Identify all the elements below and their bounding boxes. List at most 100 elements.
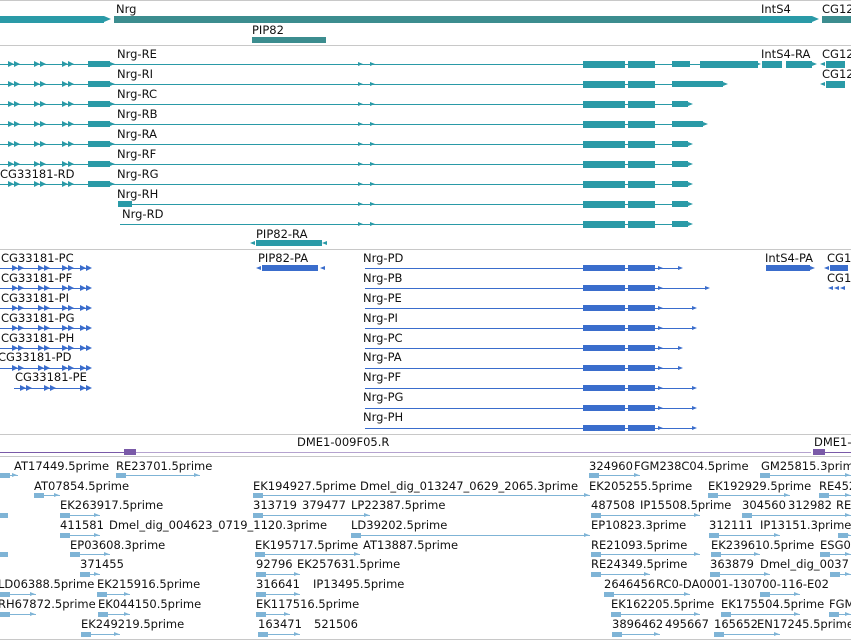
est-line[interactable] (0, 594, 36, 595)
est-line[interactable] (34, 495, 60, 496)
est-label[interactable]: 312111 (709, 518, 753, 532)
est-line[interactable] (708, 495, 790, 496)
est-block[interactable] (721, 611, 731, 617)
est-line[interactable] (60, 515, 100, 516)
exon-block[interactable] (628, 405, 655, 411)
protein-label[interactable]: CG33181-PI (1, 291, 70, 305)
est-block[interactable] (256, 611, 266, 617)
est-block[interactable] (830, 571, 840, 577)
exon-block[interactable] (672, 221, 688, 227)
est-label[interactable]: FGM (829, 597, 851, 611)
est-label[interactable]: EN17245.5prime (757, 617, 851, 631)
est-label[interactable]: RE21093.5prime (591, 538, 688, 552)
exon-block[interactable] (672, 61, 690, 67)
est-label[interactable]: EK175504.5prime (721, 597, 825, 611)
est-block[interactable] (742, 512, 752, 518)
exon-block[interactable] (700, 60, 758, 68)
est-block[interactable] (256, 571, 266, 577)
est-block[interactable] (258, 631, 268, 637)
protein-label[interactable]: CG33181-PD (0, 350, 72, 364)
est-line[interactable] (709, 535, 780, 536)
exon-block[interactable] (628, 325, 655, 331)
dme-feature-block[interactable] (813, 449, 825, 455)
exon-block[interactable] (583, 200, 625, 208)
est-label[interactable]: 411581 (60, 518, 104, 532)
exon-block[interactable] (583, 365, 625, 371)
exon-block[interactable] (583, 405, 625, 411)
transcript-intron[interactable] (0, 184, 688, 185)
gene-label[interactable]: CG12 (822, 2, 851, 16)
exon-block[interactable] (583, 180, 625, 188)
est-label[interactable]: Dmel_dig_004623_0719_1120.3prime (109, 518, 328, 532)
exon-block[interactable] (628, 100, 655, 108)
est-block[interactable] (760, 472, 770, 478)
transcript-label[interactable]: Nrg-RF (117, 147, 157, 161)
exon-block[interactable] (628, 285, 655, 291)
est-label[interactable]: 379477 (302, 498, 346, 512)
est-label[interactable]: 495667 (665, 617, 709, 631)
exon-block[interactable] (583, 385, 625, 391)
protein-label[interactable]: Nrg-PE (363, 291, 402, 305)
est-line[interactable] (591, 515, 700, 516)
est-block[interactable] (0, 591, 10, 597)
est-label[interactable]: 521506 (314, 617, 358, 631)
est-label[interactable]: 312982 (788, 498, 832, 512)
dme-label[interactable]: DME1- (814, 435, 851, 449)
exon-block[interactable] (583, 120, 625, 128)
exon-block[interactable] (88, 141, 110, 147)
est-line[interactable] (70, 554, 110, 555)
est-line[interactable] (81, 634, 120, 635)
exon-block[interactable] (672, 161, 688, 167)
exon-block[interactable] (762, 60, 782, 68)
est-line[interactable] (0, 614, 36, 615)
exon-block[interactable] (118, 201, 132, 207)
exon-block[interactable] (583, 220, 625, 228)
protein-label[interactable]: Nrg-PI (363, 311, 398, 325)
est-line[interactable] (711, 554, 760, 555)
est-line[interactable] (591, 574, 650, 575)
est-label[interactable]: EK194927.5prime (253, 479, 357, 493)
protein-label[interactable]: CG1 (827, 271, 851, 285)
transcript-label[interactable]: Nrg-RA (117, 127, 157, 141)
transcript-label[interactable]: Nrg-RH (117, 187, 159, 201)
est-line[interactable] (819, 495, 851, 496)
est-label[interactable]: EK215916.5prime (97, 577, 201, 591)
est-label[interactable]: 487508 (591, 498, 635, 512)
est-block[interactable] (829, 611, 839, 617)
est-label[interactable]: EK249219.5prime (81, 617, 185, 631)
est-label[interactable]: EK117516.5prime (256, 597, 360, 611)
est-label[interactable]: RE24349.5prime (591, 557, 688, 571)
protein-label[interactable]: Nrg-PG (363, 390, 404, 404)
est-label[interactable]: 165652 (714, 617, 758, 631)
est-line[interactable] (604, 594, 690, 595)
dme-feature-line[interactable] (136, 452, 811, 453)
transcript-label[interactable]: Nrg-RC (117, 87, 158, 101)
dme-feature-block[interactable] (124, 449, 136, 455)
est-label[interactable]: 163471 (258, 617, 302, 631)
est-line[interactable] (591, 554, 700, 555)
transcript-label[interactable]: Nrg-RD (122, 207, 164, 221)
est-label[interactable]: RE (836, 498, 851, 512)
est-block[interactable] (116, 472, 126, 478)
protein-intron[interactable] (365, 288, 705, 289)
est-block[interactable] (60, 532, 70, 538)
est-label[interactable]: ESG0 (820, 538, 851, 552)
protein-label[interactable]: CG33181-PH (1, 331, 75, 345)
est-label[interactable]: RH67872.5prime (0, 597, 96, 611)
protein-intron[interactable] (365, 308, 692, 309)
protein-intron[interactable] (365, 328, 692, 329)
transcript-intron[interactable] (120, 224, 688, 225)
est-line[interactable] (60, 535, 100, 536)
est-label[interactable]: 363879 (710, 557, 754, 571)
est-block[interactable] (838, 532, 848, 538)
exon-block[interactable] (628, 60, 655, 68)
est-label[interactable]: IP13151.3prime (760, 518, 851, 532)
gene-bar-cg12[interactable] (822, 16, 851, 23)
est-block[interactable] (760, 591, 770, 597)
est-label[interactable]: EP03608.3prime (70, 538, 166, 552)
transcript-label[interactable]: IntS4-RA (761, 47, 811, 61)
est-label[interactable]: EK162205.5prime (611, 597, 715, 611)
est-label[interactable]: 316641 (256, 577, 300, 591)
exon-block[interactable] (583, 265, 625, 271)
est-block[interactable] (255, 551, 265, 557)
